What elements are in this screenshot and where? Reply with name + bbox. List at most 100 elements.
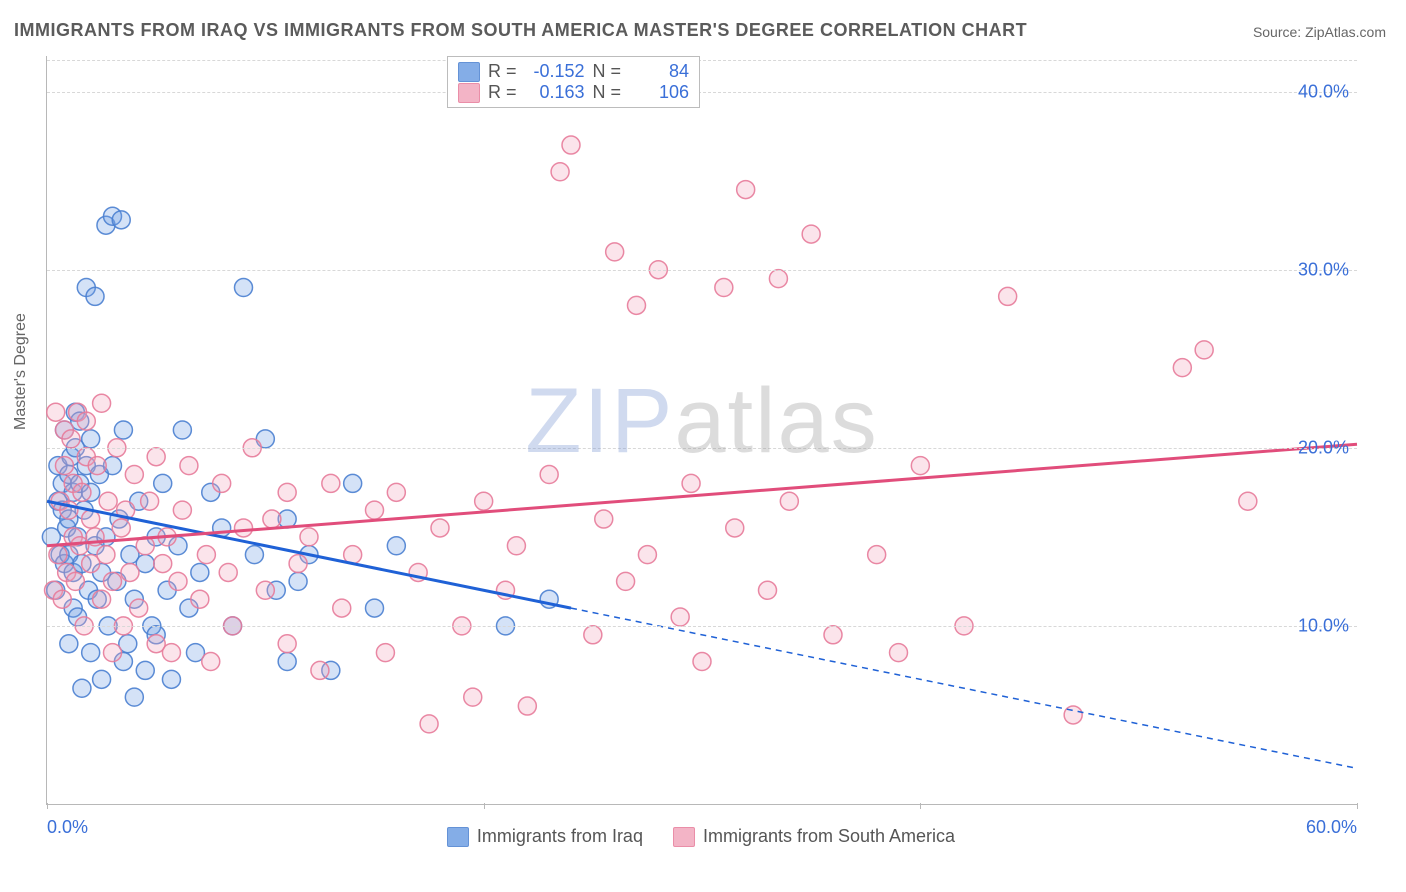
swatch-sa-icon xyxy=(673,827,695,847)
data-point xyxy=(289,572,307,590)
data-point xyxy=(780,492,798,510)
data-point xyxy=(300,528,318,546)
legend-item-sa: Immigrants from South America xyxy=(673,826,955,847)
source-label: Source: ZipAtlas.com xyxy=(1253,24,1386,40)
data-point xyxy=(671,608,689,626)
data-point xyxy=(162,644,180,662)
data-point xyxy=(737,181,755,199)
data-point xyxy=(60,635,78,653)
data-point xyxy=(213,474,231,492)
data-point xyxy=(191,563,209,581)
data-point xyxy=(82,430,100,448)
data-point xyxy=(73,483,91,501)
legend-row-sa: R = 0.163 N = 106 xyxy=(458,82,689,103)
data-point xyxy=(235,519,253,537)
data-point xyxy=(278,653,296,671)
data-point xyxy=(278,635,296,653)
data-point xyxy=(693,653,711,671)
swatch-iraq-icon xyxy=(447,827,469,847)
data-point xyxy=(366,501,384,519)
data-point xyxy=(88,457,106,475)
data-point xyxy=(154,555,172,573)
data-point xyxy=(112,519,130,537)
data-point xyxy=(173,501,191,519)
data-point xyxy=(147,448,165,466)
data-point xyxy=(562,136,580,154)
swatch-iraq xyxy=(458,62,480,82)
data-point xyxy=(245,546,263,564)
data-point xyxy=(99,492,117,510)
data-point xyxy=(47,403,65,421)
chart-title: IMMIGRANTS FROM IRAQ VS IMMIGRANTS FROM … xyxy=(14,20,1027,41)
data-point xyxy=(868,546,886,564)
data-point xyxy=(121,563,139,581)
data-point xyxy=(344,474,362,492)
data-point xyxy=(890,644,908,662)
data-point xyxy=(114,421,132,439)
data-point xyxy=(638,546,656,564)
data-point xyxy=(256,581,274,599)
data-point xyxy=(606,243,624,261)
data-point xyxy=(136,661,154,679)
data-point xyxy=(911,457,929,475)
data-point xyxy=(595,510,613,528)
series-legend: Immigrants from Iraq Immigrants from Sou… xyxy=(46,826,1356,847)
data-point xyxy=(769,270,787,288)
data-point xyxy=(540,466,558,484)
data-point xyxy=(53,590,71,608)
data-point xyxy=(93,394,111,412)
data-point xyxy=(197,546,215,564)
legend-row-iraq: R = -0.152 N = 84 xyxy=(458,61,689,82)
data-point xyxy=(77,412,95,430)
data-point xyxy=(322,474,340,492)
data-point xyxy=(584,626,602,644)
data-point xyxy=(311,661,329,679)
plot-area: ZIPatlas R = -0.152 N = 84 R = 0.163 N =… xyxy=(46,56,1357,805)
data-point xyxy=(125,466,143,484)
data-point xyxy=(420,715,438,733)
data-point xyxy=(376,644,394,662)
correlation-legend: R = -0.152 N = 84 R = 0.163 N = 106 xyxy=(447,56,700,108)
data-point xyxy=(507,537,525,555)
data-point xyxy=(289,555,307,573)
data-point xyxy=(682,474,700,492)
data-point xyxy=(387,537,405,555)
data-point xyxy=(518,697,536,715)
y-tick-label: 40.0% xyxy=(1298,81,1349,102)
data-point xyxy=(387,483,405,501)
data-point xyxy=(235,279,253,297)
data-point xyxy=(366,599,384,617)
y-axis-label: Master's Degree xyxy=(12,313,30,430)
data-point xyxy=(475,492,493,510)
data-point xyxy=(802,225,820,243)
data-point xyxy=(141,492,159,510)
data-point xyxy=(86,287,104,305)
y-tick-label: 10.0% xyxy=(1298,615,1349,636)
data-point xyxy=(130,599,148,617)
data-point xyxy=(1195,341,1213,359)
data-point xyxy=(55,457,73,475)
data-point xyxy=(154,474,172,492)
data-point xyxy=(263,510,281,528)
legend-item-iraq: Immigrants from Iraq xyxy=(447,826,643,847)
data-point xyxy=(125,688,143,706)
data-point xyxy=(333,599,351,617)
y-tick-label: 20.0% xyxy=(1298,437,1349,458)
data-point xyxy=(104,644,122,662)
data-point xyxy=(93,670,111,688)
data-point xyxy=(824,626,842,644)
data-point xyxy=(278,483,296,501)
data-point xyxy=(726,519,744,537)
chart-svg xyxy=(47,56,1357,804)
data-point xyxy=(1239,492,1257,510)
data-point xyxy=(191,590,209,608)
y-tick-label: 30.0% xyxy=(1298,259,1349,280)
data-point xyxy=(551,163,569,181)
data-point xyxy=(1064,706,1082,724)
data-point xyxy=(464,688,482,706)
data-point xyxy=(628,296,646,314)
data-point xyxy=(431,519,449,537)
data-point xyxy=(617,572,635,590)
data-point xyxy=(1173,359,1191,377)
data-point xyxy=(93,590,111,608)
